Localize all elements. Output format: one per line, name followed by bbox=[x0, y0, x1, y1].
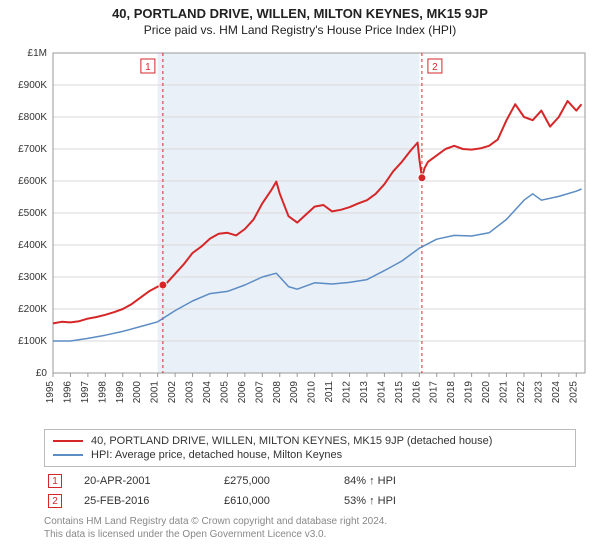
event-date: 20-APR-2001 bbox=[80, 471, 220, 491]
svg-text:2011: 2011 bbox=[324, 381, 335, 403]
legend-swatch bbox=[53, 454, 83, 456]
event-marker: 1 bbox=[48, 474, 62, 488]
event-price: £275,000 bbox=[220, 471, 340, 491]
svg-text:1998: 1998 bbox=[97, 381, 108, 404]
svg-text:2005: 2005 bbox=[219, 381, 230, 404]
svg-text:£900K: £900K bbox=[18, 80, 47, 91]
svg-text:2000: 2000 bbox=[132, 381, 143, 404]
svg-text:£800K: £800K bbox=[18, 112, 47, 123]
svg-text:2: 2 bbox=[432, 62, 438, 73]
svg-text:£700K: £700K bbox=[18, 144, 47, 155]
svg-text:2008: 2008 bbox=[272, 381, 283, 404]
price-chart: £0 £100K £200K £300K £400K £500K £600K £700K £80… bbox=[5, 43, 595, 423]
svg-text:2006: 2006 bbox=[237, 381, 248, 404]
svg-text:2012: 2012 bbox=[342, 381, 353, 404]
svg-text:£300K: £300K bbox=[18, 272, 47, 283]
page-title: 40, PORTLAND DRIVE, WILLEN, MILTON KEYNE… bbox=[0, 0, 600, 21]
event-marker: 2 bbox=[48, 494, 62, 508]
page-subtitle: Price paid vs. HM Land Registry's House … bbox=[0, 21, 600, 43]
svg-text:£100K: £100K bbox=[18, 336, 47, 347]
svg-text:2016: 2016 bbox=[411, 381, 422, 404]
svg-text:2018: 2018 bbox=[446, 381, 457, 404]
legend-swatch bbox=[53, 440, 83, 442]
event-table: 1 20-APR-2001£275,00084% ↑ HPI 2 25-FEB-201… bbox=[44, 471, 576, 511]
event-date: 25-FEB-2016 bbox=[80, 491, 220, 511]
svg-text:2022: 2022 bbox=[516, 381, 527, 404]
svg-text:1: 1 bbox=[145, 62, 151, 73]
svg-text:2013: 2013 bbox=[359, 381, 370, 404]
svg-text:£0: £0 bbox=[36, 368, 48, 379]
svg-text:2015: 2015 bbox=[394, 381, 405, 404]
svg-text:2009: 2009 bbox=[289, 381, 300, 404]
svg-text:2024: 2024 bbox=[551, 381, 562, 404]
svg-text:2003: 2003 bbox=[185, 381, 196, 404]
event-pct: 84% ↑ HPI bbox=[340, 471, 576, 491]
svg-text:1997: 1997 bbox=[80, 381, 91, 404]
footer-attribution: Contains HM Land Registry data © Crown c… bbox=[44, 515, 576, 541]
svg-text:1996: 1996 bbox=[62, 381, 73, 404]
svg-text:2001: 2001 bbox=[150, 381, 161, 404]
svg-text:£1M: £1M bbox=[28, 48, 47, 59]
svg-text:1995: 1995 bbox=[45, 381, 56, 404]
svg-text:2019: 2019 bbox=[464, 381, 475, 404]
legend-label: 40, PORTLAND DRIVE, WILLEN, MILTON KEYNE… bbox=[91, 435, 492, 447]
svg-text:2021: 2021 bbox=[499, 381, 510, 404]
footer-line-1: Contains HM Land Registry data © Crown c… bbox=[44, 515, 576, 528]
svg-text:£400K: £400K bbox=[18, 240, 47, 251]
svg-text:£600K: £600K bbox=[18, 176, 47, 187]
svg-text:2020: 2020 bbox=[481, 381, 492, 404]
svg-text:2002: 2002 bbox=[167, 381, 178, 404]
svg-text:2023: 2023 bbox=[533, 381, 544, 404]
event-price: £610,000 bbox=[220, 491, 340, 511]
svg-text:2007: 2007 bbox=[254, 381, 265, 404]
legend-label: HPI: Average price, detached house, Milt… bbox=[91, 449, 342, 461]
chart-svg: £0 £100K £200K £300K £400K £500K £600K £700K £80… bbox=[5, 43, 595, 423]
event-row: 2 25-FEB-2016£610,00053% ↑ HPI bbox=[44, 491, 576, 511]
legend: 40, PORTLAND DRIVE, WILLEN, MILTON KEYNE… bbox=[44, 429, 576, 467]
svg-text:2004: 2004 bbox=[202, 381, 213, 404]
legend-row: HPI: Average price, detached house, Milt… bbox=[53, 448, 567, 462]
svg-text:2025: 2025 bbox=[568, 381, 579, 404]
svg-text:2017: 2017 bbox=[429, 381, 440, 404]
svg-text:2010: 2010 bbox=[307, 381, 318, 404]
svg-text:1999: 1999 bbox=[115, 381, 126, 404]
svg-text:2014: 2014 bbox=[376, 381, 387, 404]
event-row: 1 20-APR-2001£275,00084% ↑ HPI bbox=[44, 471, 576, 491]
event-pct: 53% ↑ HPI bbox=[340, 491, 576, 511]
svg-text:£500K: £500K bbox=[18, 208, 47, 219]
legend-row: 40, PORTLAND DRIVE, WILLEN, MILTON KEYNE… bbox=[53, 434, 567, 448]
svg-text:£200K: £200K bbox=[18, 304, 47, 315]
footer-line-2: This data is licensed under the Open Gov… bbox=[44, 528, 576, 541]
